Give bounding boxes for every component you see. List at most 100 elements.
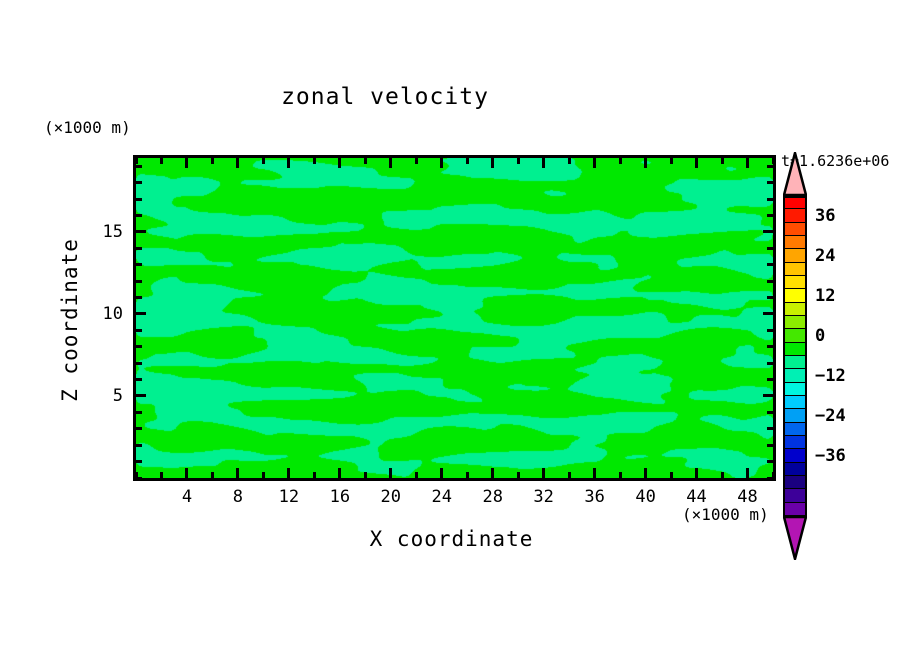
x-tick-mark — [465, 158, 469, 164]
y-tick-mark — [767, 181, 773, 185]
x-tick-label: 32 — [533, 487, 554, 507]
x-tick-mark — [695, 468, 699, 478]
x-tick-mark — [720, 158, 724, 164]
x-tick-mark — [669, 158, 673, 164]
y-tick-mark — [767, 345, 773, 349]
y-tick-mark — [767, 295, 773, 299]
colorbar-tick-label: 36 — [815, 206, 836, 226]
x-tick-mark — [542, 468, 546, 478]
y-tick-mark — [136, 246, 142, 250]
x-tick-label: 20 — [380, 487, 402, 507]
colorbar-tick-label: 0 — [815, 326, 826, 346]
colorbar-tick-label: −36 — [815, 446, 846, 466]
colorbar-band — [783, 329, 807, 344]
y-tick-mark — [136, 328, 142, 332]
y-tick-mark — [136, 345, 142, 349]
x-tick-mark — [312, 158, 316, 164]
page-title: zonal velocity — [281, 84, 489, 110]
colorbar-band — [783, 502, 807, 517]
y-tick-mark — [136, 164, 142, 168]
x-tick-mark — [236, 158, 240, 168]
colorbar-band — [783, 276, 807, 291]
x-axis-unit-label: (×1000 m) — [682, 505, 769, 524]
y-tick-mark — [136, 213, 142, 217]
x-tick-label: 28 — [482, 487, 503, 507]
y-tick-mark — [767, 328, 773, 332]
y-tick-mark — [767, 410, 773, 414]
colorbar-band — [783, 356, 807, 371]
x-axis-title: X coordinate — [369, 527, 534, 551]
x-tick-mark — [567, 472, 571, 478]
y-tick-mark — [767, 476, 773, 480]
y-axis-title: Z coordinate — [58, 238, 82, 402]
y-tick-label: 10 — [102, 303, 123, 324]
x-tick-label: 40 — [635, 487, 656, 507]
colorbar-tick-label: 12 — [815, 286, 836, 306]
y-tick-label: 15 — [102, 221, 123, 242]
x-tick-mark — [491, 158, 495, 168]
y-tick-mark — [136, 410, 142, 414]
x-tick-mark — [134, 472, 138, 478]
contour-field — [136, 158, 773, 478]
x-tick-mark — [210, 472, 214, 478]
y-axis-unit-label: (×1000 m) — [44, 118, 131, 137]
x-tick-mark — [389, 468, 393, 478]
x-tick-mark — [593, 468, 597, 478]
x-tick-mark — [720, 472, 724, 478]
colorbar-band — [783, 489, 807, 504]
colorbar-band — [783, 369, 807, 384]
colorbar-band — [783, 462, 807, 477]
x-tick-mark — [593, 158, 597, 168]
y-tick-mark — [136, 394, 146, 398]
y-tick-mark — [763, 394, 773, 398]
y-tick-mark — [767, 246, 773, 250]
y-tick-mark — [767, 378, 773, 382]
colorbar: 36 24 12 0 −12 −24 −36 — [783, 152, 846, 560]
x-tick-mark — [644, 158, 648, 168]
x-tick-mark — [771, 472, 775, 478]
x-tick-mark — [185, 158, 189, 168]
colorbar-tick-label: 24 — [815, 246, 836, 266]
colorbar-band — [783, 289, 807, 304]
colorbar-band — [783, 222, 807, 237]
x-tick-mark — [210, 158, 214, 164]
x-tick-mark — [134, 158, 138, 164]
x-tick-label: 16 — [329, 487, 351, 507]
x-tick-mark — [771, 158, 775, 164]
x-tick-mark — [516, 158, 520, 164]
y-tick-mark — [767, 427, 773, 431]
colorbar-band — [783, 396, 807, 411]
x-tick-label: 36 — [584, 487, 605, 507]
colorbar-band — [783, 476, 807, 491]
colorbar-band — [783, 236, 807, 251]
x-tick-mark — [440, 468, 444, 478]
colorbar-band — [783, 342, 807, 357]
x-tick-mark — [644, 468, 648, 478]
y-tick-mark — [767, 197, 773, 201]
x-tick-mark — [389, 158, 393, 168]
x-tick-mark — [618, 158, 622, 164]
x-tick-mark — [516, 472, 520, 478]
colorbar-band — [783, 262, 807, 277]
x-tick-mark — [338, 468, 342, 478]
x-tick-mark — [414, 158, 418, 164]
x-tick-mark — [491, 468, 495, 478]
colorbar-band — [783, 436, 807, 451]
colorbar-band — [783, 409, 807, 424]
y-tick-mark — [136, 197, 142, 201]
y-tick-mark — [767, 460, 773, 464]
colorbar-top-arrow-icon — [783, 152, 807, 196]
colorbar-band — [783, 449, 807, 464]
x-tick-mark — [746, 468, 750, 478]
y-tick-mark — [136, 295, 142, 299]
x-tick-mark — [287, 468, 291, 478]
colorbar-band — [783, 209, 807, 224]
y-tick-mark — [767, 164, 773, 168]
y-tick-mark — [136, 181, 142, 185]
y-tick-mark — [767, 263, 773, 267]
x-tick-mark — [185, 468, 189, 478]
x-tick-label: 8 — [232, 487, 244, 507]
x-tick-mark — [363, 472, 367, 478]
x-tick-mark — [669, 472, 673, 478]
